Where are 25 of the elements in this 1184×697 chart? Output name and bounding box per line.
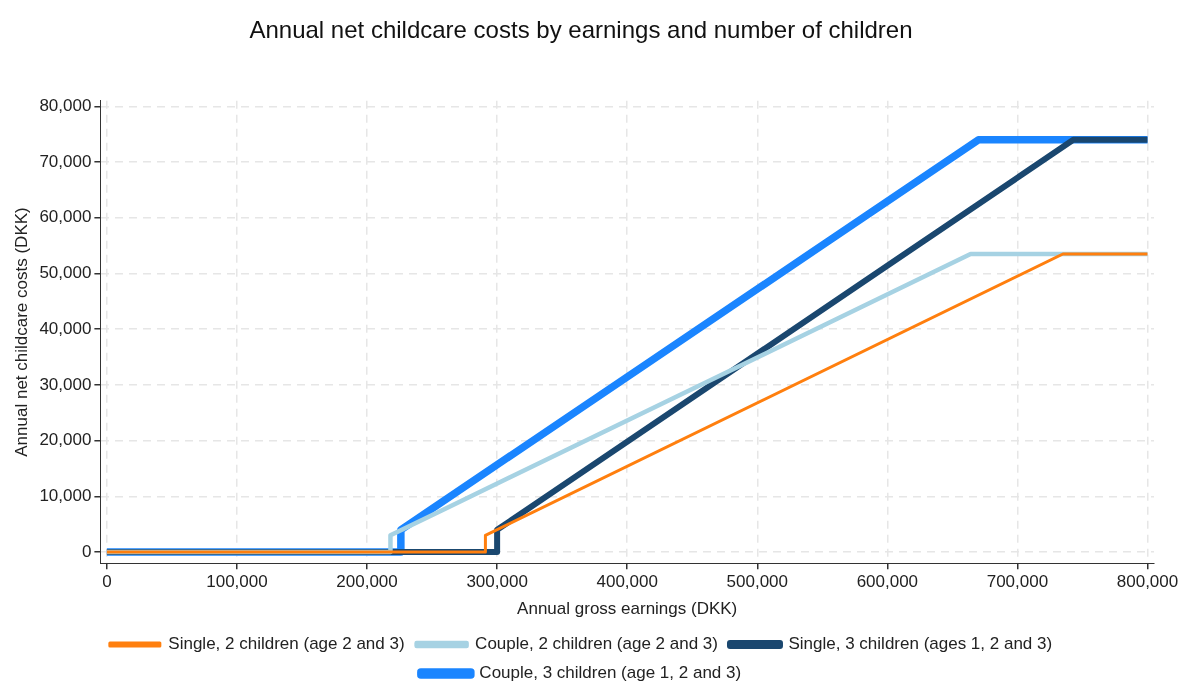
x-axis-title: Annual gross earnings (DKK) bbox=[517, 599, 738, 619]
legend-label: Couple, 2 children (age 2 and 3) bbox=[475, 634, 718, 654]
y-tick-label: 50,000 bbox=[39, 263, 92, 283]
y-tick-label: 60,000 bbox=[39, 207, 92, 227]
x-tick-label: 300,000 bbox=[466, 572, 528, 592]
x-tick-label: 100,000 bbox=[206, 572, 268, 592]
legend-label: Couple, 3 children (age 1, 2 and 3) bbox=[479, 663, 742, 683]
y-tick-label: 10,000 bbox=[39, 486, 92, 506]
y-tick-label: 30,000 bbox=[39, 374, 92, 394]
y-tick-label: 40,000 bbox=[39, 318, 92, 338]
x-tick-label: 200,000 bbox=[336, 572, 398, 592]
x-tick-label: 500,000 bbox=[726, 572, 788, 592]
x-tick-label: 800,000 bbox=[1116, 572, 1179, 592]
x-tick-label: 0 bbox=[102, 572, 112, 592]
y-tick-label: 0 bbox=[81, 541, 92, 561]
y-tick-label: 80,000 bbox=[39, 96, 92, 116]
x-tick-label: 600,000 bbox=[856, 572, 919, 592]
legend-label: Single, 3 children (ages 1, 2 and 3) bbox=[788, 634, 1053, 654]
chart-title: Annual net childcare costs by earnings and number of children bbox=[249, 16, 913, 44]
x-tick-label: 700,000 bbox=[986, 572, 1049, 592]
legend-label: Single, 2 children (age 2 and 3) bbox=[168, 634, 405, 654]
y-tick-label: 70,000 bbox=[39, 151, 92, 171]
x-tick-label: 400,000 bbox=[596, 572, 658, 592]
y-axis-title: Annual net childcare costs (DKK) bbox=[11, 207, 31, 457]
y-tick-label: 20,000 bbox=[39, 430, 92, 450]
